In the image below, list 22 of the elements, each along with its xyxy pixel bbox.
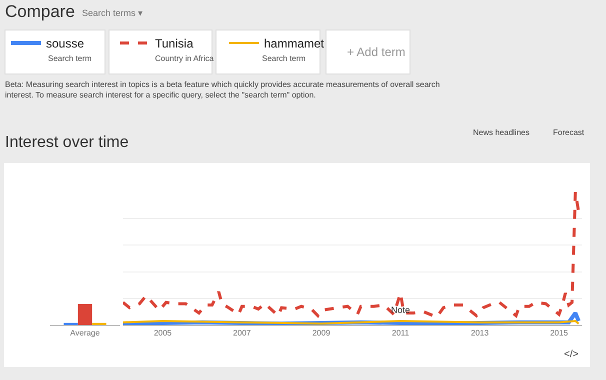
text: Beta: Measuring search interest in topics is a beta feature which quickly provides accurate measurements of overall search interest. To measure search interest for a specific query, select the "search term" option. (5, 80, 440, 100)
x-tick-label: Average (70, 328, 100, 338)
text: Search term (48, 54, 92, 63)
legend-label: hammamet (264, 36, 325, 51)
x-tick-label: 2015 (550, 328, 568, 338)
text: Search term (262, 54, 306, 63)
x-tick-label: 2009 (312, 328, 331, 338)
text: + Add term (347, 45, 406, 59)
legend-label: Tunisia (155, 36, 194, 51)
x-tick-label: 2011 (392, 328, 410, 338)
text: Search terms ▾ (82, 8, 144, 18)
text: Compare (5, 2, 75, 21)
text: </> (564, 349, 579, 360)
x-tick-label: 2005 (154, 328, 172, 338)
chart-title: Interest over time (5, 134, 129, 151)
text: News headlines (473, 128, 530, 137)
legend-label: sousse (46, 36, 84, 51)
x-tick-label: 2007 (233, 328, 252, 338)
annotation: Note (391, 305, 410, 315)
text: Country in Africa (155, 54, 214, 63)
x-tick-label: 2013 (470, 328, 490, 338)
text: Forecast (553, 128, 585, 137)
